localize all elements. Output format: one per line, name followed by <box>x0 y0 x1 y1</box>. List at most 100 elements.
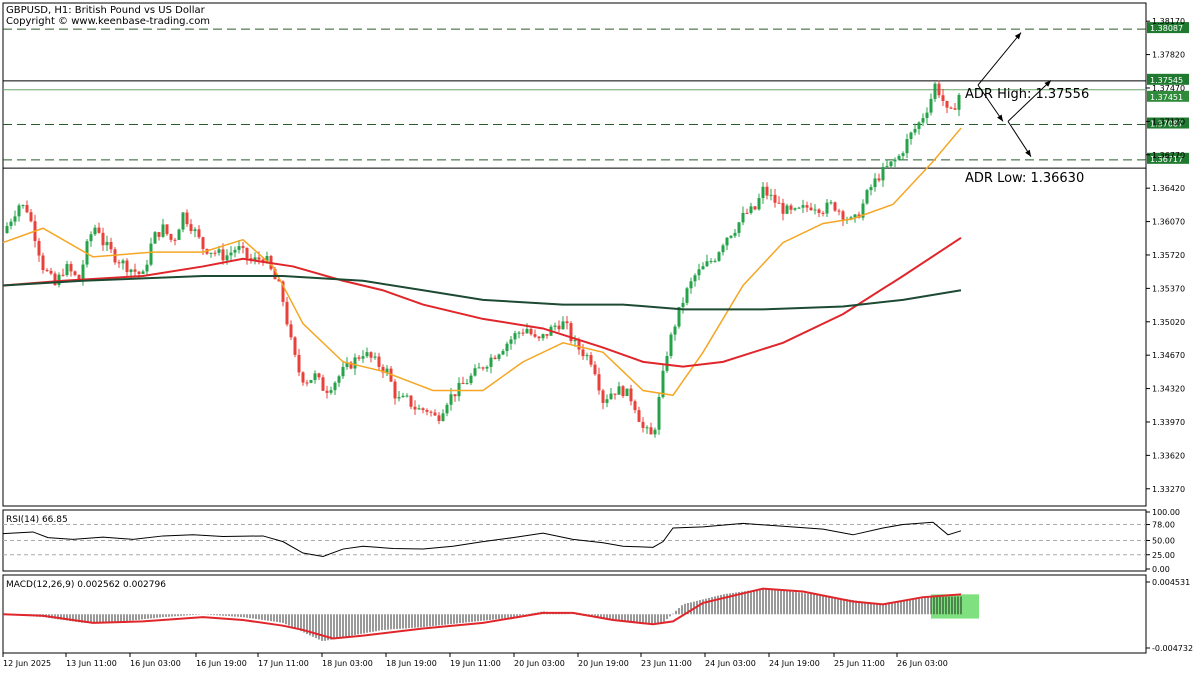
level-tag <box>1147 22 1189 34</box>
candle-body <box>65 264 69 276</box>
candle-body <box>17 205 21 217</box>
x-tick-label: 24 Jun 19:00 <box>769 659 820 668</box>
candle-body <box>777 202 781 204</box>
level-tag <box>1147 152 1189 164</box>
candle-body <box>237 246 241 250</box>
candle-body <box>137 271 141 274</box>
chart-title: GBPUSD, H1: British Pound vs US Dollar <box>6 5 206 16</box>
candle-body <box>865 190 869 204</box>
candle-body <box>41 255 45 270</box>
candle-body <box>645 427 649 429</box>
candle-body <box>109 241 113 250</box>
candle-body <box>681 302 685 308</box>
candle-body <box>609 393 613 400</box>
candle-body <box>945 100 949 108</box>
candle-body <box>177 229 181 240</box>
candle-body <box>545 334 549 336</box>
candle-body <box>117 262 121 264</box>
candle-body <box>909 132 913 140</box>
x-tick-label: 18 Jun 03:00 <box>322 659 373 668</box>
candles <box>5 80 961 438</box>
candle-body <box>825 202 829 214</box>
candle-body <box>473 368 477 376</box>
candle-body <box>593 364 597 375</box>
candle-body <box>517 332 521 334</box>
candle-body <box>329 390 333 393</box>
candle-body <box>781 202 785 214</box>
candle-body <box>153 232 157 244</box>
candle-body <box>741 212 745 223</box>
candle-body <box>613 393 617 395</box>
candle-body <box>633 401 637 411</box>
candle-body <box>297 354 301 373</box>
candle-body <box>257 257 261 260</box>
candle-body <box>485 366 489 369</box>
candle-body <box>277 279 281 282</box>
candle-body <box>581 349 585 357</box>
candle-body <box>953 108 957 110</box>
candle-body <box>577 340 581 350</box>
candle-body <box>209 252 213 254</box>
candle-body <box>69 264 73 272</box>
candle-body <box>145 264 149 272</box>
level-tag-label: 1.37087 <box>1150 120 1183 129</box>
candle-body <box>457 382 461 397</box>
ma-fast-line <box>2 127 962 397</box>
candle-body <box>649 427 653 435</box>
candle-body <box>197 229 201 238</box>
y-tick-label: 1.34670 <box>1152 351 1185 360</box>
candle-body <box>693 275 697 282</box>
projection-arrows <box>977 32 1052 157</box>
candle-body <box>369 352 373 358</box>
rsi-tick-label: 0.00 <box>1152 565 1170 574</box>
candle-body <box>477 367 481 369</box>
macd-tick-label: -0.004732 <box>1152 644 1193 653</box>
candle-body <box>561 321 565 330</box>
candle-body <box>405 395 409 397</box>
candle-body <box>701 266 705 270</box>
arrow-line <box>977 32 1022 86</box>
candle-body <box>533 334 537 337</box>
candle-body <box>353 357 357 369</box>
candle-body <box>573 340 577 342</box>
candle-body <box>705 261 709 267</box>
candle-body <box>77 274 81 282</box>
candle-body <box>125 260 129 273</box>
candle-body <box>293 337 297 355</box>
candle-body <box>769 194 773 196</box>
candle-body <box>885 166 889 168</box>
x-tick-label: 13 Jun 11:00 <box>66 659 117 668</box>
chart-copyright: Copyright © www.keenbase-trading.com <box>6 16 210 27</box>
candle-body <box>733 232 737 236</box>
candle-body <box>873 178 877 188</box>
candle-body <box>629 388 633 402</box>
candle-body <box>481 367 485 369</box>
candle-body <box>745 212 749 214</box>
x-tick-label: 19 Jun 11:00 <box>450 659 501 668</box>
arrow-head <box>1044 80 1051 87</box>
candle-body <box>449 394 453 405</box>
candle-body <box>273 269 277 280</box>
candle-body <box>941 95 945 101</box>
candle-body <box>445 404 449 414</box>
rsi-panel: 100.00 78.00 50.00 25.00 0.00 <box>2 508 1180 574</box>
candle-body <box>529 328 533 335</box>
candle-body <box>265 256 269 263</box>
candle-body <box>501 351 505 355</box>
candle-body <box>829 202 833 204</box>
arrow-line <box>1007 79 1052 122</box>
candle-body <box>309 380 313 383</box>
candle-body <box>737 222 741 233</box>
candle-body <box>521 332 525 334</box>
y-tick-label: 1.33270 <box>1152 485 1185 494</box>
candle-body <box>161 224 165 237</box>
level-tag-label: 1.36717 <box>1150 155 1183 164</box>
y-tick-label: 1.35720 <box>1152 251 1185 260</box>
y-tick-label: 1.34320 <box>1152 385 1185 394</box>
x-tick-label: 16 Jun 03:00 <box>130 659 181 668</box>
level-tag <box>1147 90 1189 102</box>
candle-body <box>97 227 101 233</box>
candle-body <box>505 343 509 352</box>
candle-body <box>901 153 905 156</box>
